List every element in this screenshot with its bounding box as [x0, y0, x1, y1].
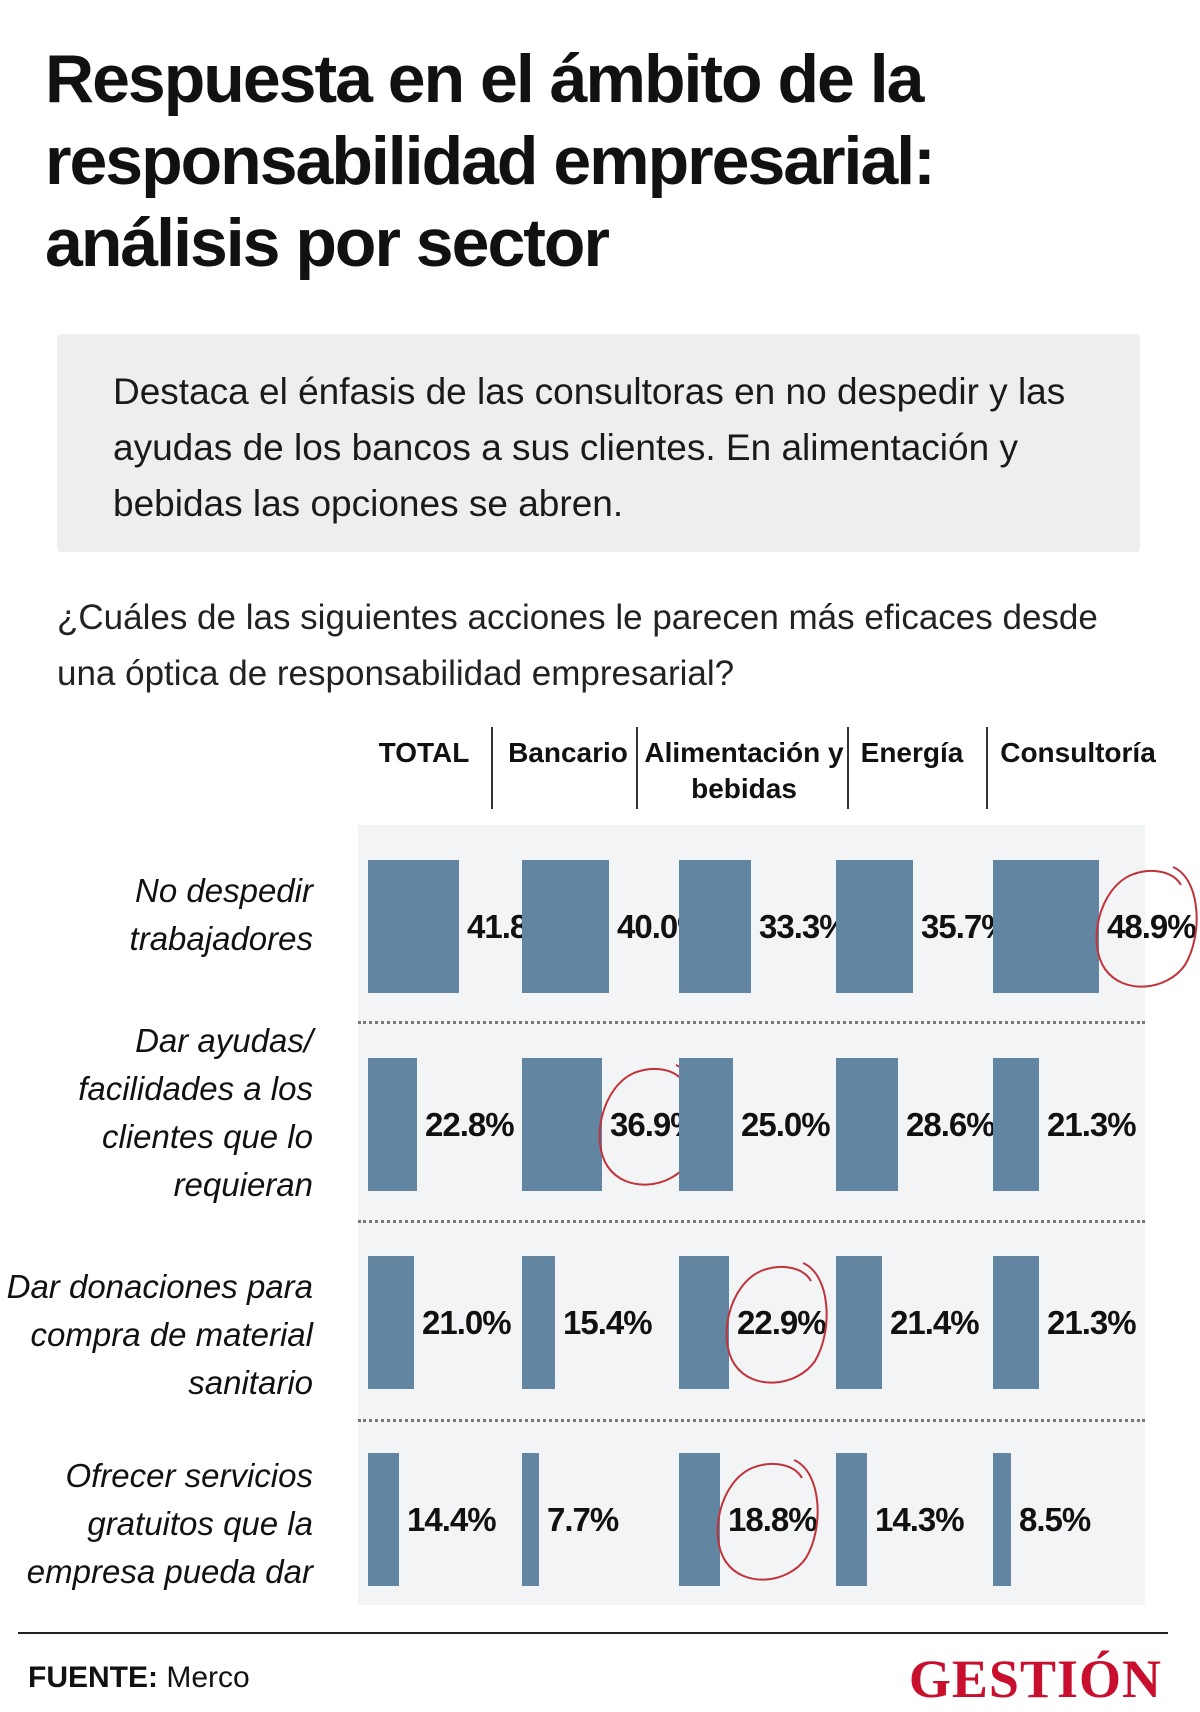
row-divider	[358, 1021, 1145, 1024]
survey-question: ¿Cuáles de las siguientes acciones le pa…	[57, 598, 1098, 693]
column-header: TOTAL	[378, 737, 470, 768]
bar	[836, 1058, 898, 1191]
bar	[993, 1058, 1039, 1191]
value-label: 21.0%	[422, 1303, 512, 1341]
value-label: 15.4%	[563, 1303, 653, 1341]
bar	[836, 1453, 867, 1586]
bar	[836, 1256, 882, 1389]
bar	[522, 1453, 539, 1586]
value-label: 22.8%	[425, 1105, 515, 1143]
column-header: Alimentación y bebidas	[644, 737, 844, 804]
source-note: FUENTE: Merco	[28, 1660, 250, 1696]
column-separator	[986, 727, 988, 809]
chart-title: Respuesta en el ámbito de la responsabil…	[45, 41, 936, 281]
row-label: Dar ayudas/ facilidades a los clientes q…	[78, 1022, 313, 1203]
row-label: Dar donaciones para compra de material s…	[6, 1268, 313, 1401]
bar	[836, 860, 913, 993]
highlight-circle	[716, 1458, 819, 1581]
value-label: 8.5%	[1019, 1500, 1091, 1538]
value-label: 33.3%	[759, 907, 849, 945]
row-divider	[358, 1220, 1145, 1223]
column-separator	[847, 727, 849, 809]
bar	[679, 1453, 720, 1586]
gestion-logo: GESTIÓN	[908, 1649, 1162, 1709]
bar	[368, 860, 459, 993]
source-name: Merco	[166, 1661, 250, 1694]
bar	[522, 860, 609, 993]
source-label: FUENTE:	[28, 1661, 158, 1694]
highlight-circle	[725, 1261, 828, 1384]
bar	[993, 1453, 1011, 1586]
value-label: 21.3%	[1047, 1105, 1137, 1143]
bar	[522, 1256, 555, 1389]
value-label: 28.6%	[906, 1105, 996, 1143]
value-label: 48.9%	[1107, 907, 1197, 945]
value-label: 22.9%	[737, 1303, 827, 1341]
column-separator	[636, 727, 638, 809]
bar	[993, 860, 1099, 993]
value-label: 14.3%	[875, 1500, 965, 1538]
footer-divider	[18, 1632, 1168, 1634]
value-label: 7.7%	[547, 1500, 619, 1538]
bar	[679, 860, 751, 993]
bar	[368, 1453, 399, 1586]
subtitle-panel: Destaca el énfasis de las consultoras en…	[57, 334, 1140, 552]
bar	[679, 1256, 729, 1389]
row-label: No despedir trabajadores	[129, 872, 313, 957]
bar	[522, 1058, 602, 1191]
value-label: 18.8%	[728, 1500, 818, 1538]
value-label: 25.0%	[741, 1105, 831, 1143]
subtitle-text: Destaca el énfasis de las consultoras en…	[113, 371, 1066, 524]
column-header: Energía	[860, 737, 964, 768]
column-header: Bancario	[508, 737, 628, 768]
value-label: 21.4%	[890, 1303, 980, 1341]
row-label: Ofrecer servicios gratuitos que la empre…	[26, 1457, 313, 1590]
bar	[368, 1058, 417, 1191]
bar	[368, 1256, 414, 1389]
highlight-circle	[1095, 865, 1198, 988]
row-divider	[358, 1419, 1145, 1422]
value-label: 21.3%	[1047, 1303, 1137, 1341]
bar	[679, 1058, 733, 1191]
column-header: Consultoría	[1000, 737, 1156, 768]
column-separator	[491, 727, 493, 809]
bar	[993, 1256, 1039, 1389]
value-label: 14.4%	[407, 1500, 497, 1538]
